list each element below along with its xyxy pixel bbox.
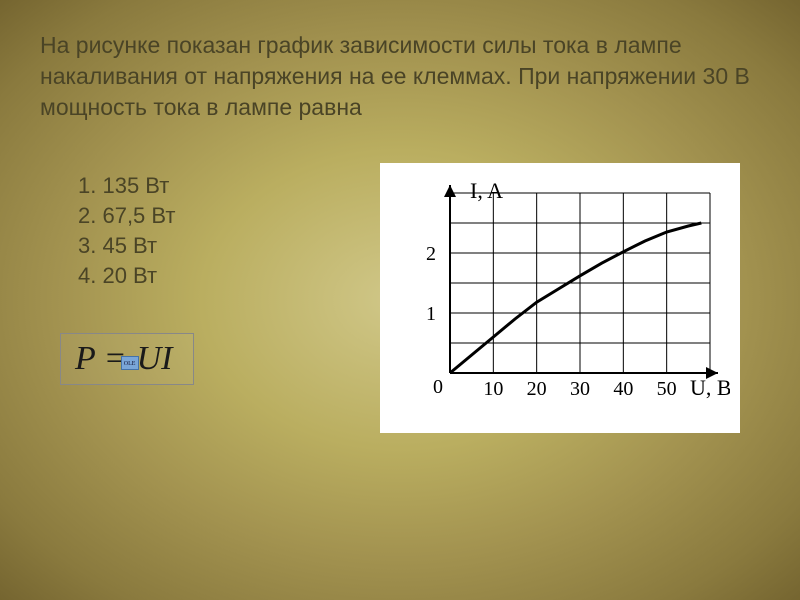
svg-text:40: 40 <box>613 378 633 400</box>
svg-text:2: 2 <box>426 243 436 265</box>
svg-text:10: 10 <box>483 378 503 400</box>
question-text: На рисунке показан график зависимости си… <box>40 30 760 123</box>
svg-text:I, A: I, A <box>470 178 503 203</box>
answer-option: 20 Вт <box>70 263 350 289</box>
answer-option: 135 Вт <box>70 173 350 199</box>
svg-text:U, В: U, В <box>690 375 730 400</box>
answer-option: 67,5 Вт <box>70 203 350 229</box>
left-column: 135 Вт 67,5 Вт 45 Вт 20 Вт P =OLEUI <box>40 163 350 385</box>
svg-text:30: 30 <box>570 378 590 400</box>
svg-text:0: 0 <box>433 376 443 398</box>
content-row: 135 Вт 67,5 Вт 45 Вт 20 Вт P =OLEUI 1020… <box>40 163 760 433</box>
chart-svg: 1020304050120I, AU, В <box>390 173 730 423</box>
answer-option: 45 Вт <box>70 233 350 259</box>
formula-lhs: P <box>75 340 95 377</box>
formula-rhs: UI <box>137 340 173 377</box>
svg-text:1: 1 <box>426 303 436 325</box>
slide: На рисунке показан график зависимости си… <box>0 0 800 600</box>
svg-text:50: 50 <box>657 378 677 400</box>
formula-box: P =OLEUI <box>60 333 194 385</box>
answer-list: 135 Вт 67,5 Вт 45 Вт 20 Вт <box>70 173 350 289</box>
svg-text:20: 20 <box>527 378 547 400</box>
chart: 1020304050120I, AU, В <box>380 163 740 433</box>
